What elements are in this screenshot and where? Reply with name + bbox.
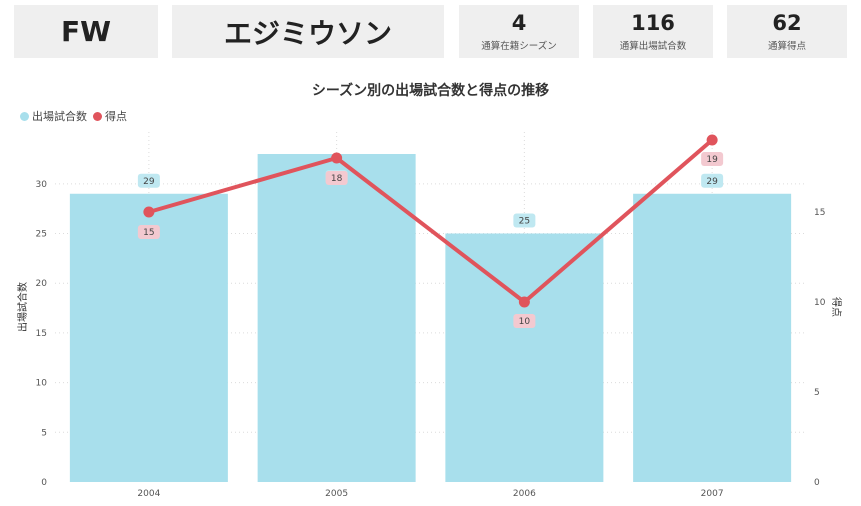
x-tick-label: 2006 — [513, 489, 536, 499]
goals-point[interactable] — [143, 206, 155, 218]
x-tick-label: 2007 — [701, 489, 724, 499]
kpi-goals-label: 通算得点 — [767, 41, 806, 52]
y-axis-title: 出場試合数 — [16, 282, 29, 332]
y2-axis-title: 得点 — [830, 297, 842, 317]
y-tick-label: 10 — [36, 379, 48, 389]
legend-item-matches[interactable]: 出場試合数 — [20, 108, 87, 124]
y2-tick-label: 10 — [814, 298, 826, 308]
goals-data-label: 10 — [519, 317, 531, 327]
kpi-seasons-label: 通算在籍シーズン — [481, 41, 557, 52]
bar-data-label-bg — [137, 173, 160, 188]
x-tick-label: 2005 — [325, 489, 348, 499]
legend-label-goals: 得点 — [105, 110, 127, 123]
bar-data-label-bg — [701, 173, 724, 188]
y-tick-label: 0 — [41, 478, 47, 488]
y2-tick-label: 0 — [814, 478, 820, 488]
chart-legend[interactable]: 出場試合数 得点 — [20, 108, 133, 124]
bar[interactable] — [69, 193, 228, 482]
goals-point[interactable] — [331, 152, 343, 164]
bar[interactable] — [445, 233, 604, 482]
goals-line — [148, 138, 714, 304]
y-tick-label: 20 — [36, 279, 48, 289]
goals-point[interactable] — [706, 134, 718, 146]
goals-data-label-bg — [701, 152, 724, 166]
legend-label-matches: 出場試合数 — [32, 110, 87, 123]
kpi-card-matches: 116 通算出場試合数 — [593, 5, 713, 58]
legend-marker-matches — [20, 111, 29, 121]
position-card: FW — [14, 5, 158, 58]
y2-tick-label: 15 — [814, 208, 825, 218]
goals-data-label-bg — [137, 225, 160, 239]
y-tick-label: 30 — [36, 180, 48, 190]
y-tick-label: 25 — [36, 230, 47, 240]
y-tick-label: 5 — [41, 428, 47, 438]
kpi-card-goals: 62 通算得点 — [727, 5, 847, 58]
kpi-goals-value: 62 — [772, 11, 802, 35]
goals-data-label-bg — [325, 171, 348, 185]
bar[interactable] — [257, 154, 416, 482]
legend-marker-goals — [93, 111, 102, 121]
bar-data-label: 25 — [519, 217, 530, 227]
kpi-seasons-value: 4 — [511, 11, 527, 35]
bar-data-label: 29 — [706, 177, 718, 187]
position-value: FW — [60, 15, 111, 48]
x-tick-label: 2004 — [137, 489, 160, 499]
legend-item-goals[interactable]: 得点 — [93, 108, 127, 124]
chart-title: シーズン別の出場試合数と得点の推移 — [311, 83, 550, 99]
goals-data-label: 15 — [143, 228, 154, 238]
goals-data-label-bg — [513, 314, 536, 328]
goals-point[interactable] — [518, 296, 530, 308]
y-tick-label: 15 — [36, 329, 47, 339]
bar-data-label: 29 — [143, 177, 155, 187]
player-name-card: エジミウソン — [172, 5, 444, 58]
bar[interactable] — [633, 193, 792, 482]
bar-data-label-bg — [513, 213, 536, 228]
y2-tick-label: 5 — [814, 388, 820, 398]
goals-data-label: 19 — [706, 155, 718, 165]
kpi-matches-value: 116 — [631, 11, 675, 35]
kpi-matches-label: 通算出場試合数 — [619, 41, 687, 52]
player-name: エジミウソン — [223, 16, 392, 50]
kpi-card-seasons: 4 通算在籍シーズン — [459, 5, 579, 58]
goals-data-label: 18 — [331, 174, 343, 184]
